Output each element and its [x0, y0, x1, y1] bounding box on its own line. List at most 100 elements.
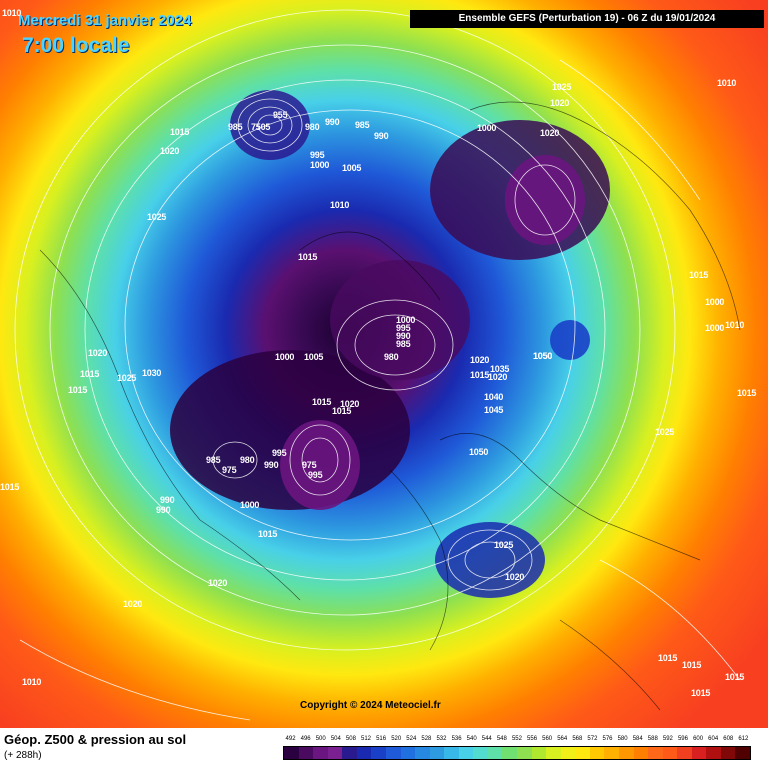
pressure-label: 1015 — [691, 688, 711, 698]
pressure-label: 1020 — [123, 599, 143, 609]
pressure-label: 1025 — [147, 212, 167, 222]
pressure-label: 1000 — [275, 352, 295, 362]
scale-tick-label: 596 — [677, 736, 688, 742]
scale-tick-label: 604 — [708, 736, 719, 742]
scale-color-cell — [575, 747, 590, 759]
valid-date: Mercredi 31 janvier 2024 — [18, 12, 192, 29]
scale-tick-label: 492 — [285, 736, 296, 742]
scale-color-cell — [327, 747, 343, 759]
pressure-label: 1020 — [488, 372, 508, 382]
pressure-label: 1000 — [705, 297, 725, 307]
pressure-label: 1020 — [160, 146, 180, 156]
pressure-label: 1015 — [725, 672, 745, 682]
pressure-label: 990 — [325, 117, 340, 127]
pressure-label: 1000 — [705, 323, 725, 333]
scale-tick-label: 556 — [527, 736, 538, 742]
pressure-label: 1050 — [533, 351, 553, 361]
pressure-label: 1015 — [170, 127, 190, 137]
pressure-label: 1015 — [332, 406, 352, 416]
chart-parameter-title: Géop. Z500 & pression au sol — [4, 732, 187, 747]
scale-color-cell — [560, 747, 576, 759]
scale-color-cell — [720, 747, 736, 759]
scale-tick-label: 520 — [391, 736, 402, 742]
pressure-label: 1015 — [682, 660, 702, 670]
pressure-label: 7505 — [251, 122, 271, 132]
pressure-label: 990 — [374, 131, 389, 141]
scale-color-cell — [677, 747, 692, 759]
pressure-label: 1010 — [725, 320, 745, 330]
scale-color-cell — [458, 747, 474, 759]
geopotential-low-aleutian — [230, 90, 310, 160]
geopotential-core-siberia — [505, 155, 585, 245]
pressure-label: 990 — [160, 495, 175, 505]
pressure-label: 1010 — [330, 200, 350, 210]
pressure-label: 1015 — [312, 397, 332, 407]
pressure-label: 995 — [308, 470, 323, 480]
scale-color-cell — [473, 747, 488, 759]
pressure-label: 1020 — [88, 348, 108, 358]
color-scale: 492 496 500 504 508 512 516 520 524 528 532 536 540 5… — [283, 734, 751, 762]
pressure-label: 1010 — [22, 677, 42, 687]
scale-color-cell — [604, 747, 619, 759]
scale-color-cell — [487, 747, 503, 759]
pressure-label: 1005 — [342, 163, 362, 173]
pressure-label: 985 — [228, 122, 243, 132]
scale-color-cell — [284, 747, 299, 759]
pressure-label: 995 — [272, 448, 287, 458]
scale-tick-label: 612 — [738, 736, 749, 742]
pressure-label: 975 — [302, 460, 317, 470]
scale-tick-label: 516 — [376, 736, 387, 742]
pressure-label: 1025 — [494, 540, 514, 550]
scale-tick-label: 512 — [361, 736, 372, 742]
model-banner: Ensemble GEFS (Perturbation 19) - 06 Z d… — [410, 10, 764, 28]
scale-tick-label: 548 — [496, 736, 507, 742]
pressure-label: 1020 — [340, 399, 360, 409]
scale-color-cell — [444, 747, 459, 759]
scale-tick-label: 504 — [330, 736, 341, 742]
pressure-label: 1025 — [552, 82, 572, 92]
color-scale-ticks: 492 496 500 504 508 512 516 520 524 528 532 536 540 5… — [283, 734, 751, 744]
pressure-label: 1000 — [396, 315, 416, 325]
scale-tick-label: 588 — [647, 736, 658, 742]
scale-tick-label: 496 — [300, 736, 311, 742]
scale-color-cell — [589, 747, 605, 759]
scale-color-cell — [371, 747, 386, 759]
scale-color-cell — [546, 747, 561, 759]
pressure-label: 1015 — [68, 385, 88, 395]
pressure-label: 1000 — [240, 500, 260, 510]
pressure-label: 1020 — [505, 572, 525, 582]
pressure-label: 985 — [206, 455, 221, 465]
pressure-label: 1000 — [310, 160, 330, 170]
pressure-label: 1020 — [540, 128, 560, 138]
scale-color-cell — [662, 747, 678, 759]
scale-color-cell — [429, 747, 445, 759]
scale-color-cell — [502, 747, 517, 759]
scale-color-cell — [400, 747, 416, 759]
pressure-label: 1015 — [737, 388, 757, 398]
pressure-label: 1030 — [142, 368, 162, 378]
pressure-label: 1010 — [2, 8, 22, 18]
scale-tick-label: 508 — [345, 736, 356, 742]
scale-tick-label: 560 — [542, 736, 553, 742]
pressure-label: 1040 — [484, 392, 504, 402]
pressure-label: 1015 — [258, 529, 278, 539]
scale-color-cell — [313, 747, 328, 759]
scale-tick-label: 580 — [617, 736, 628, 742]
scale-color-cell — [531, 747, 547, 759]
scale-color-cell — [706, 747, 721, 759]
pressure-label: 1045 — [484, 405, 504, 415]
scale-tick-label: 528 — [421, 736, 432, 742]
pressure-label: 980 — [240, 455, 255, 465]
forecast-lead-time: (+ 288h) — [4, 750, 42, 761]
scale-color-cell — [517, 747, 532, 759]
scale-tick-label: 544 — [481, 736, 492, 742]
scale-tick-label: 536 — [451, 736, 462, 742]
scale-tick-label: 600 — [693, 736, 704, 742]
pressure-label: 1020 — [550, 98, 570, 108]
pressure-label: 1015 — [658, 653, 678, 663]
pressure-label: 985 — [396, 339, 411, 349]
scale-color-cell — [385, 747, 401, 759]
scale-tick-label: 540 — [466, 736, 477, 742]
scale-color-cell — [691, 747, 707, 759]
pressure-label: 1015 — [689, 270, 709, 280]
